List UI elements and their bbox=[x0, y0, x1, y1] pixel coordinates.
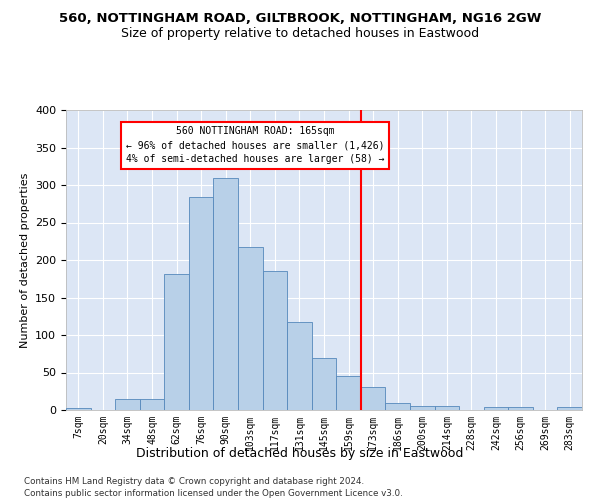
Bar bbox=[508, 407, 533, 410]
Text: Contains public sector information licensed under the Open Government Licence v3: Contains public sector information licen… bbox=[24, 489, 403, 498]
Text: 560 NOTTINGHAM ROAD: 165sqm
← 96% of detached houses are smaller (1,426)
4% of s: 560 NOTTINGHAM ROAD: 165sqm ← 96% of det… bbox=[126, 126, 385, 164]
Bar bbox=[287, 322, 312, 410]
Bar bbox=[263, 271, 287, 410]
Text: Size of property relative to detached houses in Eastwood: Size of property relative to detached ho… bbox=[121, 28, 479, 40]
Bar bbox=[189, 197, 214, 410]
Bar bbox=[164, 274, 189, 410]
Bar bbox=[557, 407, 582, 410]
Bar bbox=[410, 406, 434, 410]
Text: 560, NOTTINGHAM ROAD, GILTBROOK, NOTTINGHAM, NG16 2GW: 560, NOTTINGHAM ROAD, GILTBROOK, NOTTING… bbox=[59, 12, 541, 26]
Bar bbox=[434, 406, 459, 410]
Bar bbox=[115, 399, 140, 410]
Bar bbox=[312, 358, 336, 410]
Bar bbox=[336, 376, 361, 410]
Y-axis label: Number of detached properties: Number of detached properties bbox=[20, 172, 29, 348]
Bar bbox=[214, 178, 238, 410]
Bar bbox=[66, 408, 91, 410]
Bar bbox=[484, 407, 508, 410]
Text: Contains HM Land Registry data © Crown copyright and database right 2024.: Contains HM Land Registry data © Crown c… bbox=[24, 478, 364, 486]
Bar bbox=[140, 399, 164, 410]
Text: Distribution of detached houses by size in Eastwood: Distribution of detached houses by size … bbox=[136, 448, 464, 460]
Bar bbox=[385, 403, 410, 410]
Bar bbox=[361, 387, 385, 410]
Bar bbox=[238, 247, 263, 410]
